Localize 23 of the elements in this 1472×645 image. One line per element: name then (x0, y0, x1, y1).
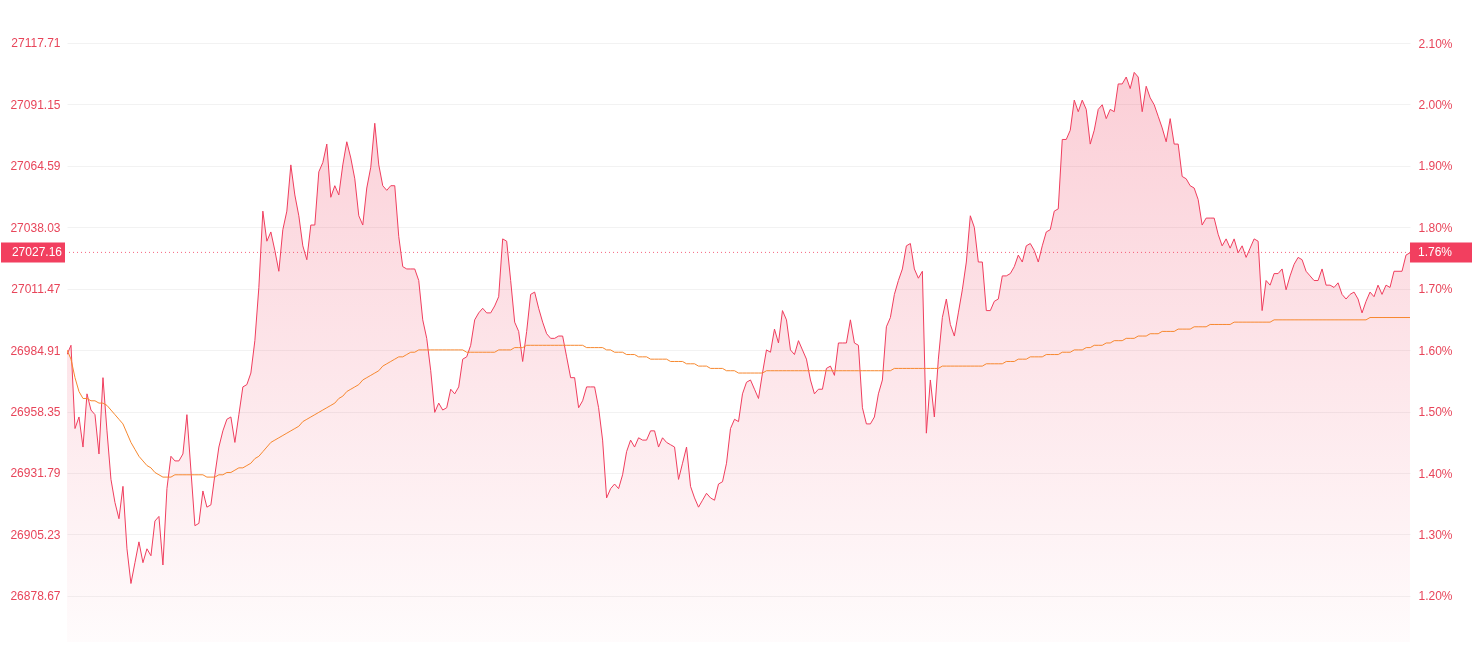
text: 1.76% (1418, 245, 1453, 260)
y2-tick-label: 1.60% (1418, 343, 1453, 358)
y2-tick-label: 2.10% (1418, 36, 1453, 51)
y-tick-label: 27091.15 (10, 97, 61, 112)
y-tick-label: 27064.59 (10, 159, 61, 174)
y-tick-label: 27038.03 (10, 220, 61, 235)
y-tick-label: 26905.23 (10, 527, 61, 542)
y2-tick-label: 1.20% (1418, 589, 1453, 604)
y2-tick-label: 1.30% (1418, 527, 1453, 542)
y-tick-label: 27117.71 (11, 36, 61, 51)
y2-tick-label: 1.90% (1418, 159, 1453, 174)
y2-tick-label: 1.70% (1418, 282, 1453, 297)
y-tick-label: 26931.79 (10, 466, 61, 481)
y2-tick-label: 1.80% (1418, 220, 1453, 235)
line-series (67, 317, 1410, 478)
ref-line-label: 27027.16 (11, 245, 63, 260)
y-tick-label: 26878.67 (10, 589, 61, 604)
y2-tick-label: 1.50% (1418, 405, 1453, 420)
y-tick-label: 26984.91 (10, 343, 61, 358)
y-tick-label: 26958.35 (10, 405, 61, 420)
y-tick-label: 27011.47 (11, 282, 61, 297)
y2-tick-label: 1.40% (1418, 466, 1453, 481)
y2-tick-label: 2.00% (1418, 97, 1453, 112)
